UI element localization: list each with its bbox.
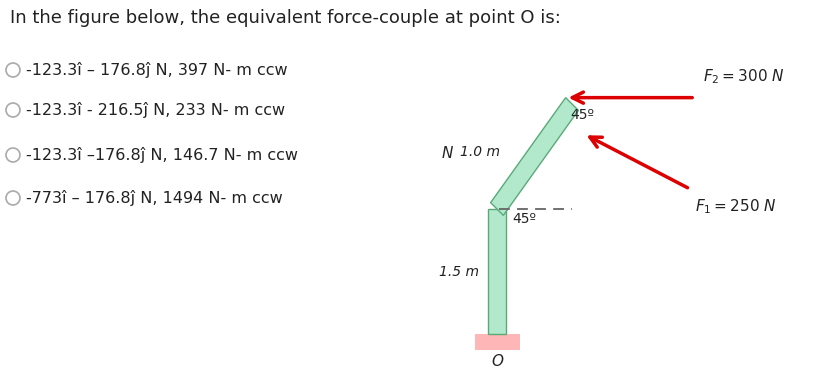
Text: -123.3î –176.8ĵ N, 146.7 N- m ccw: -123.3î –176.8ĵ N, 146.7 N- m ccw — [26, 147, 298, 163]
Polygon shape — [491, 98, 578, 215]
Circle shape — [6, 103, 20, 117]
Circle shape — [6, 148, 20, 162]
Text: 1.5 m: 1.5 m — [439, 265, 479, 278]
Text: O: O — [491, 354, 503, 369]
Text: 45º: 45º — [512, 212, 536, 226]
Text: $F_1 = 250\ N$: $F_1 = 250\ N$ — [695, 197, 776, 216]
Text: N: N — [441, 147, 453, 162]
Polygon shape — [474, 334, 519, 350]
Text: 1.0 m: 1.0 m — [459, 144, 500, 159]
Text: -773î – 176.8ĵ N, 1494 N- m ccw: -773î – 176.8ĵ N, 1494 N- m ccw — [26, 190, 283, 206]
Polygon shape — [488, 209, 506, 334]
Text: -123.3î – 176.8ĵ N, 397 N- m ccw: -123.3î – 176.8ĵ N, 397 N- m ccw — [26, 62, 287, 78]
Text: In the figure below, the equivalent force-couple at point O is:: In the figure below, the equivalent forc… — [10, 9, 561, 27]
Circle shape — [6, 63, 20, 77]
Circle shape — [6, 191, 20, 205]
Text: 45º: 45º — [571, 108, 595, 122]
Text: $F_2 = 300\ N$: $F_2 = 300\ N$ — [703, 67, 785, 86]
Text: -123.3î - 216.5ĵ N, 233 N- m ccw: -123.3î - 216.5ĵ N, 233 N- m ccw — [26, 102, 285, 118]
